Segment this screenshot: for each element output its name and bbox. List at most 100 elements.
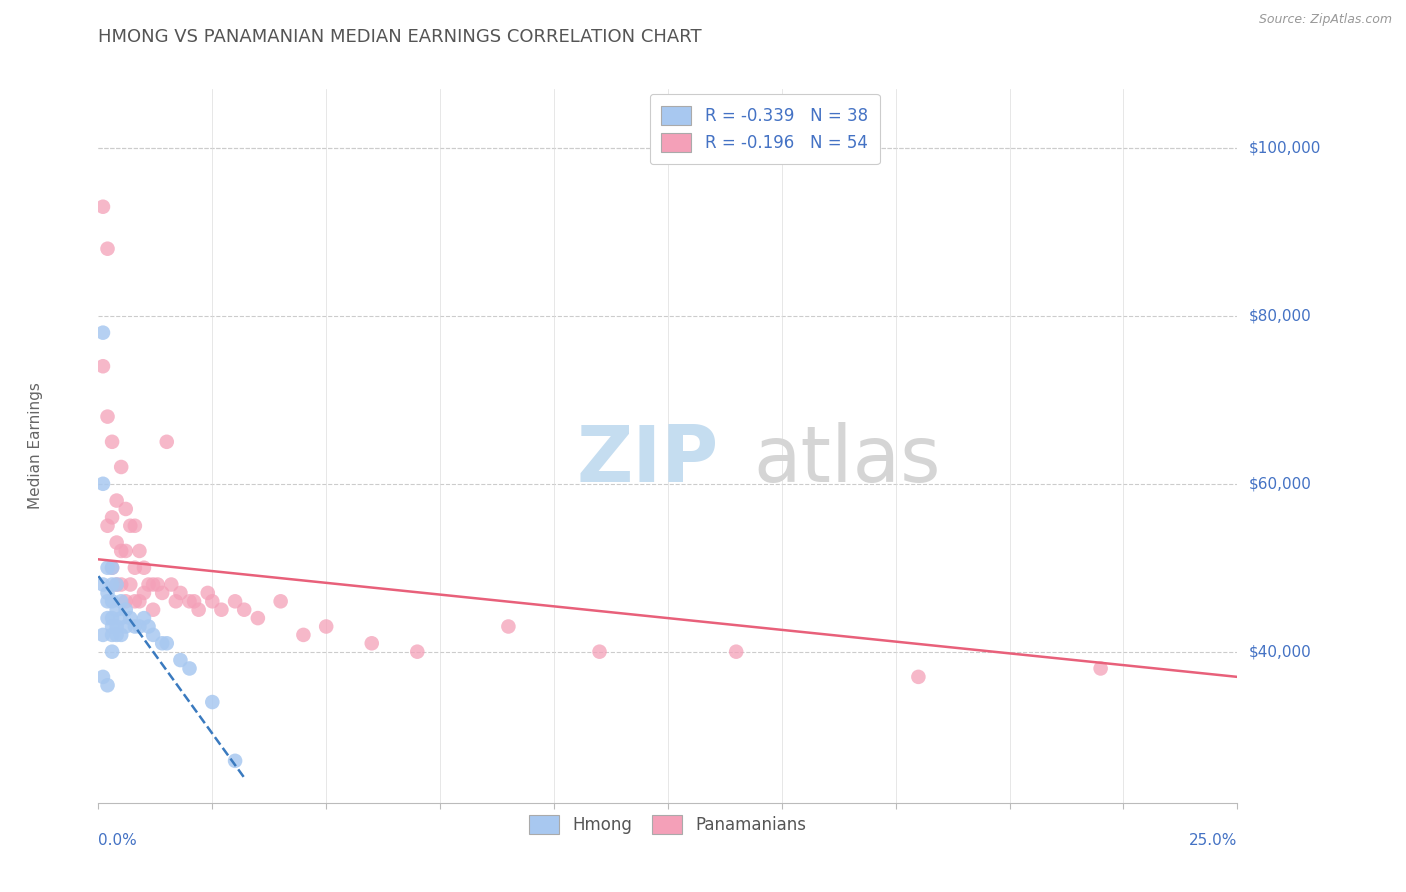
Point	[91, 476, 114, 491]
Point	[201, 594, 224, 608]
Point	[101, 577, 124, 591]
Point	[124, 560, 146, 574]
Text: $40,000: $40,000	[1249, 644, 1312, 659]
Point	[110, 460, 132, 475]
Point	[110, 628, 132, 642]
Point	[725, 645, 748, 659]
Point	[187, 603, 209, 617]
Point	[146, 577, 169, 591]
Point	[101, 619, 124, 633]
Point	[114, 619, 136, 633]
Point	[150, 586, 173, 600]
Point	[96, 594, 118, 608]
Point	[128, 594, 150, 608]
Point	[96, 678, 118, 692]
Point	[96, 242, 118, 256]
Point	[138, 577, 160, 591]
Point	[91, 200, 114, 214]
Point	[114, 603, 136, 617]
Point	[96, 518, 118, 533]
Point	[315, 619, 337, 633]
Point	[132, 611, 155, 625]
Point	[233, 603, 256, 617]
Text: HMONG VS PANAMANIAN MEDIAN EARNINGS CORRELATION CHART: HMONG VS PANAMANIAN MEDIAN EARNINGS CORR…	[98, 29, 702, 46]
Point	[165, 594, 187, 608]
Point	[96, 586, 118, 600]
Point	[156, 636, 179, 650]
Point	[96, 409, 118, 424]
Point	[91, 359, 114, 374]
Text: $100,000: $100,000	[1249, 140, 1320, 155]
Point	[292, 628, 315, 642]
Point	[91, 670, 114, 684]
Point	[120, 611, 142, 625]
Point	[124, 594, 146, 608]
Point	[406, 645, 429, 659]
Point	[105, 535, 128, 549]
Text: $60,000: $60,000	[1249, 476, 1312, 491]
Point	[105, 603, 128, 617]
Point	[1090, 661, 1112, 675]
Point	[101, 560, 124, 574]
Point	[128, 619, 150, 633]
Point	[105, 493, 128, 508]
Text: 25.0%: 25.0%	[1189, 833, 1237, 848]
Point	[142, 628, 165, 642]
Point	[114, 502, 136, 516]
Point	[105, 577, 128, 591]
Point	[907, 670, 929, 684]
Text: $80,000: $80,000	[1249, 309, 1312, 324]
Point	[124, 619, 146, 633]
Point	[132, 586, 155, 600]
Point	[91, 577, 114, 591]
Text: ZIP: ZIP	[576, 422, 718, 499]
Point	[101, 611, 124, 625]
Point	[101, 560, 124, 574]
Point	[91, 326, 114, 340]
Point	[110, 544, 132, 558]
Point	[91, 628, 114, 642]
Point	[120, 577, 142, 591]
Point	[201, 695, 224, 709]
Point	[105, 628, 128, 642]
Point	[224, 754, 246, 768]
Point	[138, 619, 160, 633]
Point	[169, 653, 191, 667]
Point	[142, 577, 165, 591]
Legend: Hmong, Panamanians: Hmong, Panamanians	[519, 805, 817, 845]
Point	[360, 636, 382, 650]
Point	[110, 594, 132, 608]
Point	[150, 636, 173, 650]
Point	[110, 611, 132, 625]
Point	[160, 577, 183, 591]
Point	[105, 577, 128, 591]
Text: 0.0%: 0.0%	[98, 833, 138, 848]
Point	[498, 619, 520, 633]
Point	[128, 544, 150, 558]
Point	[197, 586, 219, 600]
Point	[183, 594, 205, 608]
Point	[224, 594, 246, 608]
Point	[101, 628, 124, 642]
Point	[142, 603, 165, 617]
Point	[105, 619, 128, 633]
Point	[96, 560, 118, 574]
Point	[588, 645, 610, 659]
Point	[110, 577, 132, 591]
Point	[114, 544, 136, 558]
Point	[179, 594, 201, 608]
Text: Source: ZipAtlas.com: Source: ZipAtlas.com	[1258, 13, 1392, 27]
Point	[101, 510, 124, 524]
Point	[209, 603, 232, 617]
Text: Median Earnings: Median Earnings	[28, 383, 44, 509]
Point	[270, 594, 292, 608]
Point	[246, 611, 269, 625]
Point	[120, 518, 142, 533]
Point	[124, 518, 146, 533]
Point	[114, 594, 136, 608]
Point	[156, 434, 179, 449]
Point	[169, 586, 191, 600]
Point	[132, 560, 155, 574]
Point	[101, 645, 124, 659]
Point	[96, 611, 118, 625]
